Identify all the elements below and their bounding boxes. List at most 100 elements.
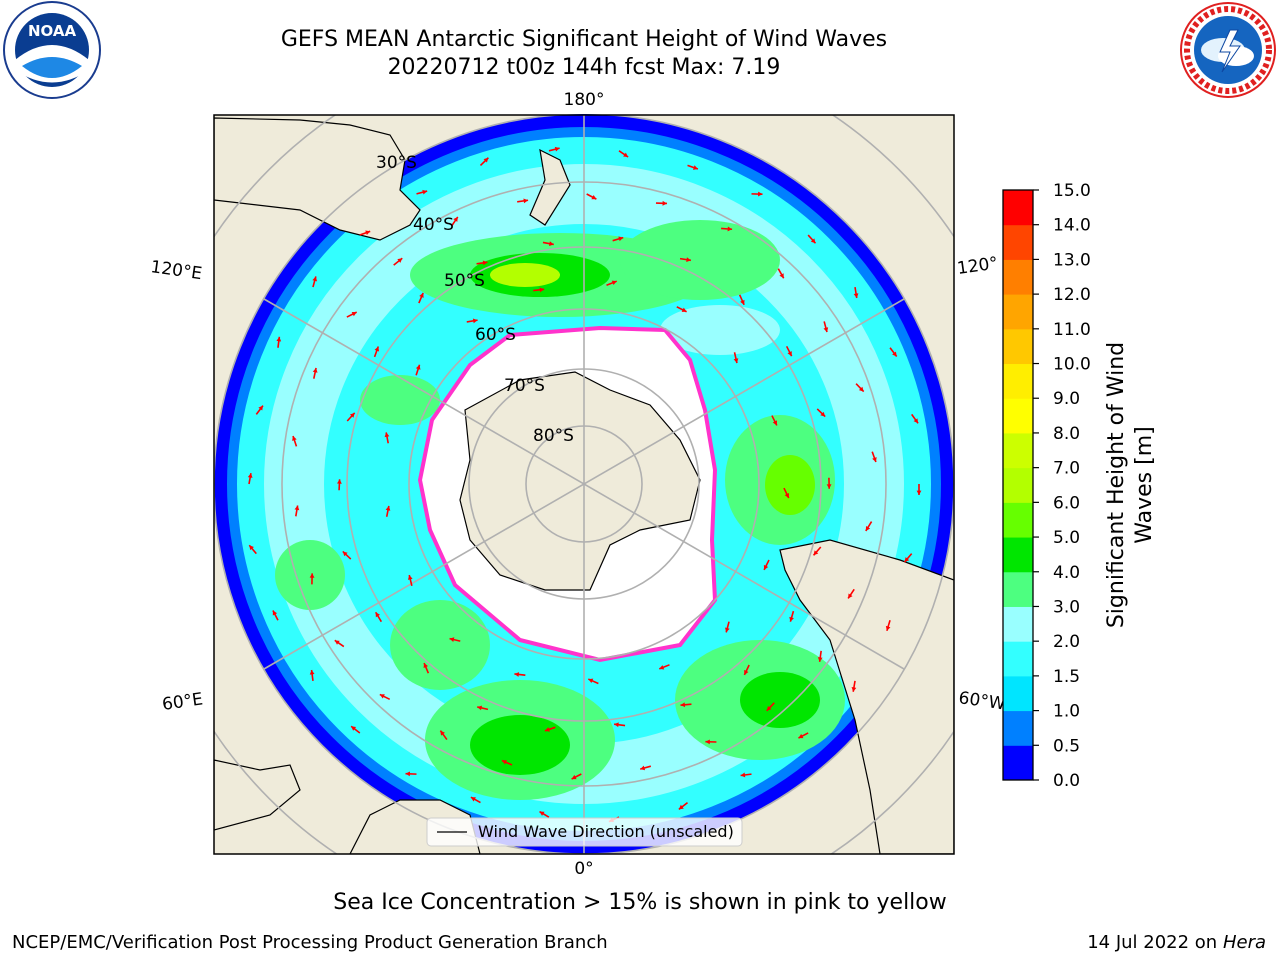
wave-direction-arrow-head	[614, 722, 619, 728]
colorbar-segment	[1003, 190, 1033, 226]
wave-direction-arrow-head	[351, 726, 357, 731]
colorbar-segment	[1003, 571, 1033, 607]
wave-direction-arrow-head	[787, 351, 792, 357]
wave-direction-arrow-head	[449, 637, 455, 642]
colorbar-tick-label: 11.0	[1053, 320, 1091, 340]
lon-label-180: 180°	[564, 90, 605, 110]
wave-direction-arrow-head	[440, 730, 445, 736]
colorbar-tick-label: 5.0	[1053, 528, 1080, 548]
wave-direction-arrow-head	[588, 678, 594, 684]
wave-direction-arrow-head	[276, 336, 282, 342]
colorbar-segment	[1003, 398, 1033, 434]
colorbar-segment	[1003, 224, 1033, 260]
wave-direction-arrow-head	[740, 772, 746, 778]
footer-date-text: 14 Jul 2022 on	[1087, 932, 1223, 953]
wave-direction-arrow-head	[514, 672, 520, 677]
colorbar-tick-label: 1.5	[1053, 667, 1080, 687]
wave-direction-arrow-head	[379, 694, 385, 699]
lon-label-120w: 120°	[956, 253, 999, 279]
colorbar-segment	[1003, 363, 1033, 399]
wave-direction-arrow-head	[397, 258, 403, 263]
wave-direction-arrow-head	[470, 797, 476, 802]
wave-direction-arrow-head	[680, 702, 686, 708]
wave-direction-arrow-head	[913, 418, 919, 424]
wave-direction-arrow-head	[817, 657, 823, 662]
colorbar-tick-label: 13.0	[1053, 250, 1091, 270]
wave-direction-arrow-head	[662, 200, 667, 206]
wave-direction-arrow-head	[692, 165, 698, 170]
wave-direction-arrow-head	[405, 771, 410, 777]
lon-label-60w: 60°W	[957, 688, 1006, 714]
wave-direction-arrow-head	[813, 550, 819, 556]
wave-direction-arrow-head	[763, 564, 769, 570]
wave-direction-arrow-head	[623, 152, 629, 158]
wave-direction-arrow-head	[789, 616, 794, 622]
wave-direction-arrow-head	[309, 669, 315, 675]
wave-direction-arrow-head	[419, 292, 424, 298]
wave-direction-arrow-head	[415, 364, 421, 370]
wave-direction-arrow-head	[351, 311, 357, 317]
colorbar-segment	[1003, 259, 1033, 295]
wave-direction-arrow-head	[272, 610, 278, 616]
lat-label-30s: 30°S	[376, 153, 417, 173]
wave-direction-arrow-head	[334, 640, 340, 645]
wave-direction-arrow-head	[385, 505, 391, 511]
noaa-logo: NOAA	[3, 1, 101, 99]
wave-direction-arrow-head	[365, 230, 371, 236]
lat-label-70s: 70°S	[504, 376, 545, 396]
lat-label-80s: 80°S	[533, 426, 574, 446]
title-line-1: GEFS MEAN Antarctic Significant Height o…	[280, 27, 888, 52]
chart-title: GEFS MEAN Antarctic Significant Height o…	[184, 26, 984, 82]
wave-direction-arrow-head	[342, 551, 348, 557]
wave-direction-arrow-head	[810, 238, 816, 244]
wave-direction-arrow-head	[820, 411, 826, 417]
wave-direction-arrow-head	[659, 665, 665, 670]
wave-direction-arrow-head	[733, 358, 739, 364]
graticule	[214, 115, 954, 854]
wave-direction-arrow-head	[618, 236, 624, 242]
wind-wave-arrows	[247, 146, 922, 823]
wave-direction-arrow-head	[312, 367, 318, 373]
colorbar-label-2: Waves [m]	[1132, 426, 1157, 543]
wave-direction-arrow-head	[892, 351, 897, 357]
wave-direction-arrow-head	[292, 435, 297, 441]
wave-direction-arrow-head	[472, 318, 478, 324]
colorbar-segment	[1003, 432, 1033, 469]
colorbar-segment	[1003, 537, 1033, 573]
wave-direction-arrow-head	[678, 804, 684, 810]
wave-direction-arrow-head	[784, 492, 789, 498]
wave-direction-arrow-head	[384, 432, 390, 438]
wave-direction-arrow-head	[374, 346, 380, 352]
wave-direction-arrow-head	[549, 241, 554, 247]
wave-direction-arrow-head	[477, 705, 483, 711]
colorbar-frame	[1002, 189, 1034, 781]
wave-direction-arrow-head	[744, 669, 749, 675]
colorbar-tick-label: 0.5	[1053, 736, 1080, 756]
colorbar-segment	[1003, 294, 1033, 330]
wave-direction-arrow-head	[872, 457, 877, 463]
colorbar-segment	[1003, 467, 1033, 503]
wave-direction-arrow-head	[544, 727, 550, 732]
wave-direction-arrow-head	[904, 557, 910, 563]
map-legend: Wind Wave Direction (unscaled)	[426, 817, 743, 847]
wave-direction-arrow-head	[258, 405, 263, 411]
lon-label-120e: 120°E	[149, 257, 203, 284]
colorbar-tick-label: 1.0	[1053, 702, 1080, 722]
wave-direction-arrow-head	[407, 575, 413, 580]
wave-direction-arrow-head	[772, 420, 778, 426]
wave-direction-arrow-head	[853, 293, 859, 298]
wave-direction-arrow-head	[501, 760, 507, 765]
wave-direction-arrow-head	[885, 625, 891, 631]
colorbar-tick-label: 8.0	[1053, 424, 1080, 444]
colorbar-segment	[1003, 502, 1033, 538]
wave-direction-arrow-head	[640, 765, 646, 771]
wave-direction-arrow-head	[423, 663, 429, 669]
wave-direction-arrow-head	[482, 260, 488, 266]
nws-logo	[1180, 2, 1276, 98]
wave-direction-arrow-head	[916, 490, 922, 495]
wave-direction-arrow-head	[758, 191, 763, 197]
colorbar-tick-label: 3.0	[1053, 597, 1080, 617]
wave-direction-arrow-head	[727, 226, 733, 232]
wave-direction-arrow-head	[826, 484, 832, 489]
